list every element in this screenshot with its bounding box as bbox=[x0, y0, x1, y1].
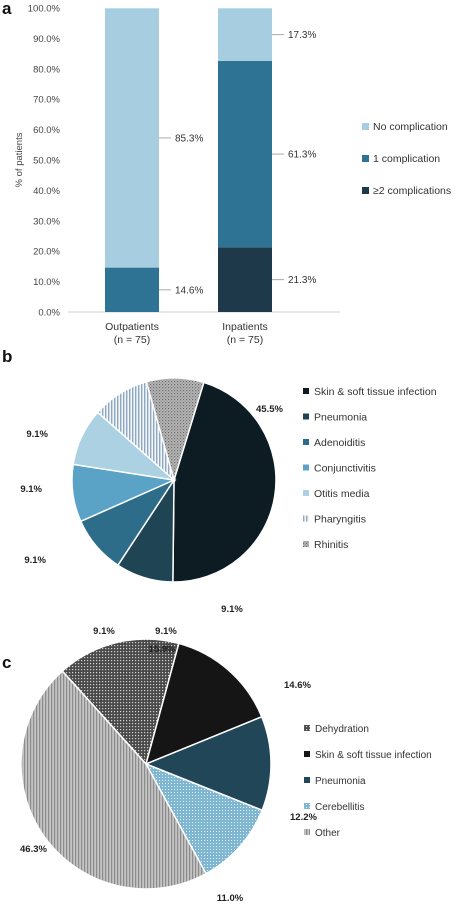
pie-value-label: 9.1% bbox=[93, 626, 115, 637]
legend-swatch bbox=[303, 541, 309, 547]
legend-swatch bbox=[303, 490, 309, 496]
pie-slice bbox=[144, 762, 264, 875]
legend-label: Skin & soft tissue infection bbox=[315, 750, 432, 761]
y-axis-title: % of patients bbox=[14, 132, 25, 187]
pie-value-label: 14.6% bbox=[284, 680, 311, 691]
bar-segment bbox=[105, 267, 159, 312]
legend-swatch bbox=[304, 751, 310, 757]
pie-value-label: 46.3% bbox=[20, 844, 47, 855]
y-tick-label: 20.0% bbox=[33, 247, 60, 258]
bar-segment bbox=[218, 247, 272, 312]
y-tick-label: 60.0% bbox=[33, 125, 60, 136]
pie-value-label: 12.2% bbox=[290, 812, 317, 823]
pie-value-labels: 45.5% 9.1% 9.1% 9.1% 9.1% 9.1% 9.1% bbox=[20, 404, 283, 637]
pie-value-label: 9.1% bbox=[24, 555, 46, 566]
legend-label: Pneumonia bbox=[314, 412, 367, 424]
pie-slice bbox=[145, 377, 205, 483]
y-tick-label: 90.0% bbox=[33, 34, 60, 45]
y-tick-label: 10.0% bbox=[33, 277, 60, 288]
legend: No complication 1 complication ≥2 complica… bbox=[362, 121, 451, 197]
y-tick-label: 50.0% bbox=[33, 156, 60, 167]
y-axis-ticks: 0.0% 10.0% 20.0% 30.0% 40.0% 50.0% 60.0% 70.0% 8… bbox=[28, 4, 61, 319]
legend-swatch bbox=[303, 515, 309, 522]
legend-label: Conjunctivitis bbox=[314, 463, 376, 475]
legend-label: Cerebellitis bbox=[315, 802, 364, 813]
category-label: Inpatients bbox=[222, 321, 268, 333]
pie-slice bbox=[143, 715, 272, 812]
legend-swatch bbox=[303, 388, 309, 394]
panel-letter-a: a bbox=[2, 0, 12, 18]
legend-swatch bbox=[303, 413, 309, 420]
category-label: Outpatients bbox=[105, 321, 159, 333]
legend: Dehydration Skin & soft tissue infection P… bbox=[304, 724, 432, 839]
category-label: (n = 75) bbox=[114, 334, 150, 346]
legend-swatch bbox=[303, 464, 309, 471]
legend-label: Pneumonia bbox=[315, 776, 366, 787]
category-labels: Outpatients(n = 75)Inpatients(n = 75) bbox=[105, 321, 268, 346]
pie-value-label: 45.5% bbox=[256, 404, 283, 415]
legend-label: Other bbox=[315, 828, 341, 839]
legend-swatch bbox=[304, 725, 310, 731]
pie-value-label: 11.0% bbox=[217, 893, 244, 904]
pie-value-label: 9.1% bbox=[221, 604, 243, 615]
legend-label: ≥2 complications bbox=[373, 185, 451, 197]
legend-swatch bbox=[304, 803, 310, 809]
data-label: 85.3% bbox=[175, 133, 203, 144]
data-label: 21.3% bbox=[288, 275, 316, 286]
legend-label: Pharyngitis bbox=[314, 514, 366, 526]
legend-label: 1 complication bbox=[373, 153, 440, 165]
legend-swatch bbox=[304, 829, 310, 835]
panel-letter-c: c bbox=[2, 653, 11, 672]
pie-slice bbox=[172, 381, 277, 583]
data-labels: 14.6% 85.3% 21.3% 61.3% 17.3% bbox=[159, 30, 316, 296]
pie-value-label: 9.1% bbox=[155, 626, 177, 637]
pie-slice bbox=[61, 638, 180, 766]
bar-segment bbox=[218, 8, 272, 61]
legend-label: Skin & soft tissue infection bbox=[314, 386, 437, 398]
legend-swatch bbox=[303, 439, 309, 445]
category-label: (n = 75) bbox=[227, 334, 263, 346]
pie-slices bbox=[71, 377, 277, 583]
legend-label: Otitis media bbox=[314, 488, 370, 500]
y-tick-label: 0.0% bbox=[38, 308, 60, 319]
legend-swatch bbox=[362, 187, 369, 194]
bars bbox=[105, 8, 272, 312]
data-label: 14.6% bbox=[175, 285, 203, 296]
bar-segment bbox=[218, 60, 272, 248]
pie-chart-c: 15.9% 14.6% 12.2% 11.0% 46.3% Dehydration Ski… bbox=[20, 638, 432, 904]
pie-chart-b: 45.5% 9.1% 9.1% 9.1% 9.1% 9.1% 9.1% Skin & sof… bbox=[20, 377, 437, 637]
legend-swatch bbox=[362, 123, 369, 130]
pie-value-label: 9.1% bbox=[20, 484, 42, 495]
legend-swatch bbox=[362, 155, 369, 162]
legend: Skin & soft tissue infection Pneumonia Ade… bbox=[303, 386, 437, 551]
pie-slice bbox=[144, 642, 263, 766]
bar-segment bbox=[105, 8, 159, 268]
legend-label: Rhinitis bbox=[314, 539, 348, 551]
pie-value-label: 9.1% bbox=[26, 429, 48, 440]
legend-label: No complication bbox=[373, 121, 448, 133]
pie-value-labels: 15.9% 14.6% 12.2% 11.0% 46.3% bbox=[20, 644, 317, 904]
data-label: 61.3% bbox=[288, 150, 316, 161]
y-tick-label: 70.0% bbox=[33, 95, 60, 106]
legend-swatch bbox=[304, 777, 310, 783]
panel-letter-b: b bbox=[2, 347, 12, 366]
data-label: 17.3% bbox=[288, 30, 316, 41]
pie-slice bbox=[20, 670, 208, 890]
pie-slices bbox=[20, 638, 272, 890]
y-tick-label: 100.0% bbox=[28, 4, 61, 15]
pie-value-label: 15.9% bbox=[149, 644, 176, 655]
y-tick-label: 30.0% bbox=[33, 216, 60, 227]
legend-label: Adenoiditis bbox=[314, 437, 365, 449]
stacked-bar-chart: 0.0% 10.0% 20.0% 30.0% 40.0% 50.0% 60.0% 70.0% 8… bbox=[14, 4, 451, 347]
y-tick-label: 40.0% bbox=[33, 186, 60, 197]
legend-label: Dehydration bbox=[315, 724, 369, 735]
y-tick-label: 80.0% bbox=[33, 64, 60, 75]
